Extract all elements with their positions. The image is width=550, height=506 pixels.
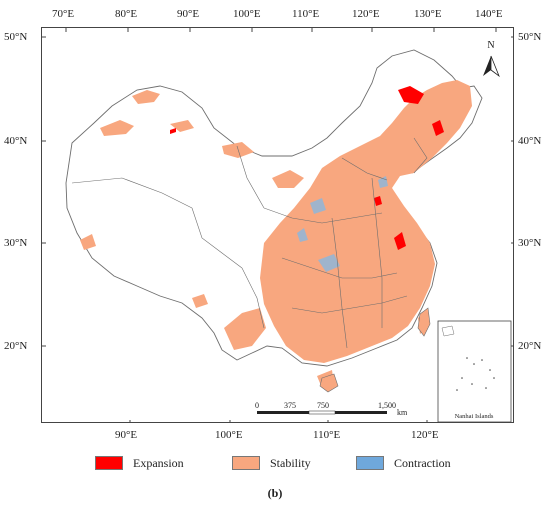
bottom-tick-label: 120°E bbox=[411, 429, 439, 441]
scale-bar-tick: 0 bbox=[255, 401, 259, 410]
top-tick-label: 110°E bbox=[292, 8, 320, 20]
left-tick-label: 20°N bbox=[4, 340, 28, 352]
top-tick-label: 140°E bbox=[475, 8, 503, 20]
china-map: N 0 375 750 1,500 km Nanhai Islands bbox=[42, 28, 513, 422]
top-tick-label: 70°E bbox=[52, 8, 75, 20]
top-tick-label: 100°E bbox=[233, 8, 261, 20]
panel-label: (b) bbox=[267, 486, 283, 500]
bottom-tick-label: 110°E bbox=[313, 429, 341, 441]
top-tick-label: 90°E bbox=[177, 8, 200, 20]
top-tick-label: 130°E bbox=[414, 8, 442, 20]
expansion-patches bbox=[170, 86, 444, 250]
contraction-swatch bbox=[356, 456, 384, 470]
top-tick-label: 120°E bbox=[352, 8, 380, 20]
map-frame: N 0 375 750 1,500 km Nanhai Islands bbox=[41, 27, 514, 423]
legend-label: Expansion bbox=[133, 455, 184, 470]
right-tick-label: 20°N bbox=[518, 340, 542, 352]
stability-region bbox=[260, 80, 472, 363]
top-tick-label: 80°E bbox=[115, 8, 138, 20]
inset-islands bbox=[456, 357, 495, 391]
scale-bar-tick: 375 bbox=[284, 401, 296, 410]
right-tick-label: 30°N bbox=[518, 237, 542, 249]
scale-bar-tick: 750 bbox=[317, 401, 329, 410]
bottom-tick-label: 90°E bbox=[115, 429, 138, 441]
scale-bar-unit: km bbox=[397, 408, 408, 417]
bottom-tick-label: 100°E bbox=[215, 429, 243, 441]
scale-bar-tick: 1,500 bbox=[378, 401, 396, 410]
left-tick-label: 50°N bbox=[4, 31, 28, 43]
left-tick-label: 30°N bbox=[4, 237, 28, 249]
frame-ticks bbox=[42, 28, 513, 422]
taiwan-island bbox=[417, 307, 431, 337]
legend-label: Stability bbox=[270, 455, 311, 470]
province-boundaries bbox=[71, 137, 428, 349]
left-tick-label: 40°N bbox=[4, 135, 28, 147]
legend-expansion: Expansion bbox=[95, 455, 184, 471]
inset-label: Nanhai Islands bbox=[455, 413, 494, 420]
expansion-swatch bbox=[95, 456, 123, 470]
contraction-patches bbox=[297, 176, 388, 272]
legend-contraction: Contraction bbox=[356, 455, 451, 471]
north-arrow-label: N bbox=[487, 40, 494, 51]
stability-swatch bbox=[232, 456, 260, 470]
scale-bar bbox=[257, 410, 387, 415]
north-arrow bbox=[483, 55, 500, 78]
right-tick-label: 50°N bbox=[518, 31, 542, 43]
legend-label: Contraction bbox=[394, 455, 451, 470]
inset-box bbox=[437, 320, 512, 422]
right-tick-label: 40°N bbox=[518, 135, 542, 147]
legend-stability: Stability bbox=[232, 455, 311, 471]
hainan-island bbox=[319, 373, 339, 393]
